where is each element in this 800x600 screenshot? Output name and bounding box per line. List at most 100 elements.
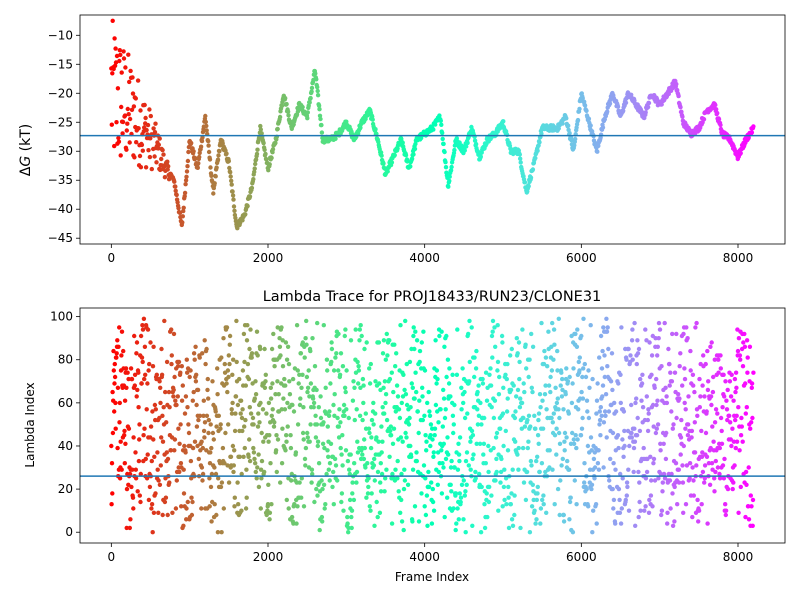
lambda-point — [428, 433, 433, 438]
lambda-point — [551, 357, 556, 362]
lambda-point — [249, 351, 255, 356]
lambda-point — [467, 359, 472, 365]
lambda-point — [384, 467, 389, 472]
lambda-point — [546, 329, 551, 334]
lambda-point — [110, 491, 115, 496]
lambda-point — [750, 497, 756, 503]
delta-g-point — [217, 149, 222, 154]
lambda-point — [644, 338, 649, 343]
lambda-point — [624, 493, 629, 498]
lambda-point — [641, 445, 646, 451]
lambda-point — [130, 467, 135, 472]
lambda-point — [329, 346, 335, 352]
lambda-point — [697, 376, 702, 382]
lambda-point — [134, 394, 139, 399]
lambda-point — [411, 325, 416, 330]
lambda-point — [473, 476, 478, 481]
lambda-point — [538, 405, 543, 410]
lambda-point — [751, 370, 756, 375]
lambda-point — [519, 426, 524, 431]
lambda-point — [620, 476, 625, 481]
lambda-point — [365, 491, 371, 496]
lambda-point — [639, 381, 645, 386]
lambda-point — [629, 435, 634, 440]
lambda-point — [169, 361, 174, 367]
delta-g-point — [528, 175, 534, 180]
delta-g-point — [213, 174, 218, 179]
delta-g-point — [381, 161, 386, 166]
lambda-point — [459, 385, 464, 390]
lambda-point — [583, 374, 589, 380]
lambda-point — [606, 346, 611, 352]
lambda-point — [665, 510, 670, 515]
lambda-point — [494, 456, 499, 462]
delta-g-point — [183, 182, 188, 187]
delta-g-point — [206, 149, 212, 155]
lambda-point — [530, 344, 536, 349]
lambda-point — [740, 439, 745, 444]
lambda-point — [225, 368, 231, 373]
lambda-point — [397, 415, 403, 421]
lambda-point — [694, 463, 699, 468]
lambda-point — [735, 327, 740, 332]
lambda-point — [166, 389, 172, 395]
lambda-point — [477, 441, 483, 446]
lambda-point — [436, 469, 441, 475]
delta-g-point — [185, 158, 191, 164]
lambda-point — [194, 372, 199, 377]
lambda-point — [199, 506, 204, 511]
lambda-point — [727, 379, 733, 384]
lambda-point — [579, 333, 584, 339]
lambda-point — [420, 394, 425, 399]
lambda-point — [552, 342, 557, 347]
lambda-point — [383, 392, 389, 397]
lambda-point — [688, 368, 693, 373]
lambda-plot-area — [80, 316, 785, 535]
lambda-point — [250, 415, 256, 421]
lambda-point — [199, 439, 204, 444]
lambda-point — [686, 422, 691, 427]
lambda-point — [492, 398, 498, 403]
lambda-point — [543, 355, 549, 360]
lambda-point — [258, 400, 263, 406]
delta-g-point — [533, 155, 538, 161]
lambda-point — [661, 471, 667, 477]
lambda-point — [502, 497, 507, 503]
lambda-point — [733, 445, 738, 451]
lambda-point — [569, 400, 575, 406]
lambda-point — [171, 331, 177, 337]
lambda-point — [644, 469, 650, 475]
lambda-point — [285, 400, 290, 406]
lambda-point — [565, 379, 571, 384]
lambda-point — [555, 368, 560, 373]
lambda-point — [185, 499, 190, 505]
lambda-point — [162, 499, 168, 505]
lambda-point — [557, 441, 563, 446]
lambda-point — [723, 512, 728, 518]
lambda-point — [332, 456, 338, 462]
lambda-point — [206, 396, 211, 401]
lambda-point — [287, 392, 293, 397]
lambda-point — [512, 493, 517, 498]
lambda-point — [355, 450, 361, 455]
delta-g-point — [452, 147, 457, 153]
lambda-point — [145, 381, 150, 386]
lambda-point — [732, 463, 737, 468]
lambda-point — [744, 405, 749, 410]
lambda-point — [522, 389, 527, 395]
delta-g-point — [128, 68, 133, 74]
lambda-point — [315, 443, 320, 449]
lambda-point — [353, 327, 358, 332]
lambda-point — [606, 409, 612, 414]
lambda-point — [516, 340, 522, 345]
delta-g-point — [431, 127, 436, 132]
lambda-point — [532, 508, 537, 513]
lambda-point — [352, 385, 357, 390]
lambda-point — [409, 381, 414, 386]
lambda-point — [470, 456, 475, 462]
delta-g-point — [252, 166, 257, 171]
lambda-point — [616, 445, 621, 451]
lambda-point — [702, 480, 707, 485]
lambda-point — [653, 336, 658, 341]
lambda-point — [181, 467, 186, 472]
